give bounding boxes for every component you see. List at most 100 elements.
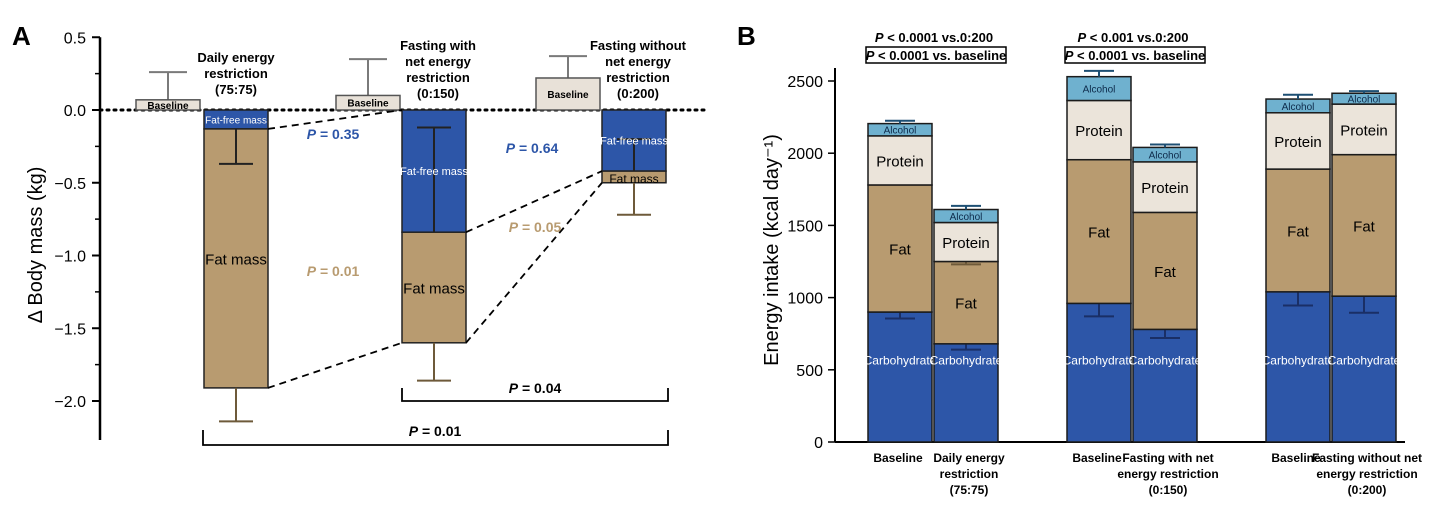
a-p-fat-1-p: P bbox=[307, 263, 317, 279]
a-group-label-line: Fasting without bbox=[590, 38, 687, 53]
a-fat-bar bbox=[401, 231, 467, 344]
b-x-tick-label: (75:75) bbox=[950, 483, 989, 497]
b-carbohydrate-label: Carbohydrate bbox=[1262, 354, 1335, 368]
b-p-vs-0200-1-p: P bbox=[875, 30, 884, 45]
b-alcohol-label: Alcohol bbox=[1348, 95, 1381, 106]
b-fat-bar bbox=[1066, 158, 1132, 305]
b-carbohydrate-bar bbox=[1331, 295, 1397, 443]
a-baseline-bar bbox=[335, 94, 401, 111]
b-protein-label: Protein bbox=[1141, 180, 1189, 197]
a-fat-label: Fat mass bbox=[205, 251, 267, 268]
a-fat-free-label: Fat-free mass bbox=[600, 136, 668, 148]
b-p-vs-baseline-2-p: P bbox=[1065, 48, 1074, 63]
b-protein-label: Protein bbox=[1075, 123, 1123, 140]
a-group-label-line: (0:200) bbox=[617, 86, 659, 101]
b-x-tick-label: Baseline bbox=[1271, 451, 1321, 465]
a-p-total-2: P = 0.01 bbox=[409, 423, 462, 439]
b-p-box-1 bbox=[865, 46, 1007, 64]
a-group-label-line: restriction bbox=[406, 70, 470, 85]
a-p-fat-free-2: P = 0.64 bbox=[506, 140, 559, 156]
panel-b: B 0 500 1000 1500 2000 2500 Energy intake (kcal… bbox=[737, 21, 1422, 497]
b-protein-label: Protein bbox=[942, 235, 990, 252]
panel-label-b: B bbox=[737, 21, 756, 51]
b-p-vs-baseline-1-p: P bbox=[866, 48, 875, 63]
b-fat-label: Fat bbox=[889, 242, 912, 259]
b-p-vs-baseline-2-value: < 0.0001 vs. baseline bbox=[1073, 48, 1205, 63]
b-protein-bar bbox=[933, 221, 999, 263]
b-fat-label: Fat bbox=[1353, 218, 1376, 235]
b-fat-bar bbox=[933, 260, 999, 345]
a-y-axis-label: Δ Body mass (kg) bbox=[25, 167, 47, 324]
b-p-vs-0200-1: P < 0.0001 vs.0:200 bbox=[875, 30, 993, 45]
a-y-tick-label: −1.0 bbox=[54, 249, 86, 266]
b-alcohol-label: Alcohol bbox=[950, 212, 983, 223]
a-fat-label: Fat mass bbox=[609, 172, 658, 186]
b-protein-label: Protein bbox=[876, 153, 924, 170]
b-p-vs-0200-2-value: < 0.001 vs.0:200 bbox=[1086, 30, 1188, 45]
a-y-tick-label: 0.5 bbox=[64, 30, 86, 47]
b-carbohydrate-bar bbox=[1265, 291, 1331, 443]
a-p-fat-free-1: P = 0.35 bbox=[307, 126, 360, 142]
a-y-tick-label: −2.0 bbox=[54, 394, 86, 411]
b-alcohol-label: Alcohol bbox=[1083, 85, 1116, 96]
a-baseline-label: Baseline bbox=[547, 90, 589, 101]
b-carbohydrate-label: Carbohydrate bbox=[864, 354, 937, 368]
b-x-tick-label: Baseline bbox=[1072, 451, 1122, 465]
b-x-tick-label: Fasting without net bbox=[1312, 451, 1422, 465]
b-x-tick-label: Daily energy bbox=[933, 451, 1005, 465]
b-carbohydrate-bar bbox=[1066, 302, 1132, 443]
b-alcohol-label: Alcohol bbox=[1149, 151, 1182, 162]
a-fat-free-label: Fat-free mass bbox=[400, 166, 468, 178]
b-p-box-2 bbox=[1064, 46, 1206, 64]
b-y-tick-label: 2500 bbox=[787, 74, 823, 91]
a-connector bbox=[465, 182, 603, 344]
b-protein-label: Protein bbox=[1340, 122, 1388, 139]
b-p-vs-baseline-1: P < 0.0001 vs. baseline bbox=[866, 48, 1007, 63]
a-fat-bar bbox=[203, 128, 269, 389]
b-carbohydrate-bar bbox=[867, 311, 933, 443]
a-group-label-line: (0:150) bbox=[417, 86, 459, 101]
b-protein-bar bbox=[1132, 161, 1198, 214]
b-y-tick-label: 500 bbox=[796, 363, 823, 380]
a-p-fat-1: P = 0.01 bbox=[307, 263, 360, 279]
a-p-fat-1-value: = 0.01 bbox=[316, 263, 359, 279]
b-p-vs-0200-1-value: < 0.0001 vs.0:200 bbox=[884, 30, 994, 45]
b-fat-label: Fat bbox=[1088, 225, 1111, 242]
a-p-fat-2: P = 0.05 bbox=[509, 219, 562, 235]
b-fat-label: Fat bbox=[1287, 223, 1310, 240]
b-carbohydrate-bar bbox=[933, 343, 999, 443]
a-p-fat-free-1-p: P bbox=[307, 126, 317, 142]
b-y-tick-label: 1500 bbox=[787, 218, 823, 235]
b-y-tick-label: 2000 bbox=[787, 146, 823, 163]
b-p-vs-0200-2-p: P bbox=[1078, 30, 1087, 45]
b-y-tick-label: 0 bbox=[814, 435, 823, 452]
b-carbohydrate-label: Carbohydrate bbox=[1129, 354, 1202, 368]
a-group-label-line: Fasting with bbox=[400, 38, 476, 53]
a-connector bbox=[267, 109, 403, 130]
a-p-fat-2-p: P bbox=[509, 219, 519, 235]
b-x-tick-label: energy restriction bbox=[1117, 467, 1218, 481]
a-bracket-inner bbox=[401, 388, 669, 402]
b-protein-bar bbox=[1265, 112, 1331, 170]
panel-a: A 0.5 0.0 −0.5 −1.0 −1.5 −2.0 Δ Body mass (kg) B… bbox=[12, 21, 707, 446]
b-alcohol-label: Alcohol bbox=[884, 126, 917, 137]
b-x-tick-label: (0:200) bbox=[1348, 483, 1387, 497]
b-x-tick-label: (0:150) bbox=[1149, 483, 1188, 497]
a-p-total-1: P = 0.04 bbox=[509, 380, 562, 396]
a-group-label-line: net energy bbox=[405, 54, 472, 69]
b-fat-bar bbox=[867, 184, 933, 313]
b-carbohydrate-label: Carbohydrate bbox=[930, 354, 1003, 368]
a-group-label-line: restriction bbox=[204, 66, 268, 81]
a-fat-free-label: Fat-free mass bbox=[205, 115, 267, 126]
a-connector bbox=[465, 170, 603, 234]
a-group-label-line: (75:75) bbox=[215, 82, 257, 97]
a-p-fat-free-1-value: = 0.35 bbox=[316, 126, 359, 142]
b-x-tick-label: Fasting with net bbox=[1122, 451, 1213, 465]
a-y-tick-label: −1.5 bbox=[54, 321, 86, 338]
a-group-label-line: net energy bbox=[605, 54, 672, 69]
b-p-vs-0200-2: P < 0.001 vs.0:200 bbox=[1078, 30, 1189, 45]
b-protein-bar bbox=[1066, 99, 1132, 161]
b-y-tick-label: 1000 bbox=[787, 291, 823, 308]
b-protein-bar bbox=[1331, 103, 1397, 156]
